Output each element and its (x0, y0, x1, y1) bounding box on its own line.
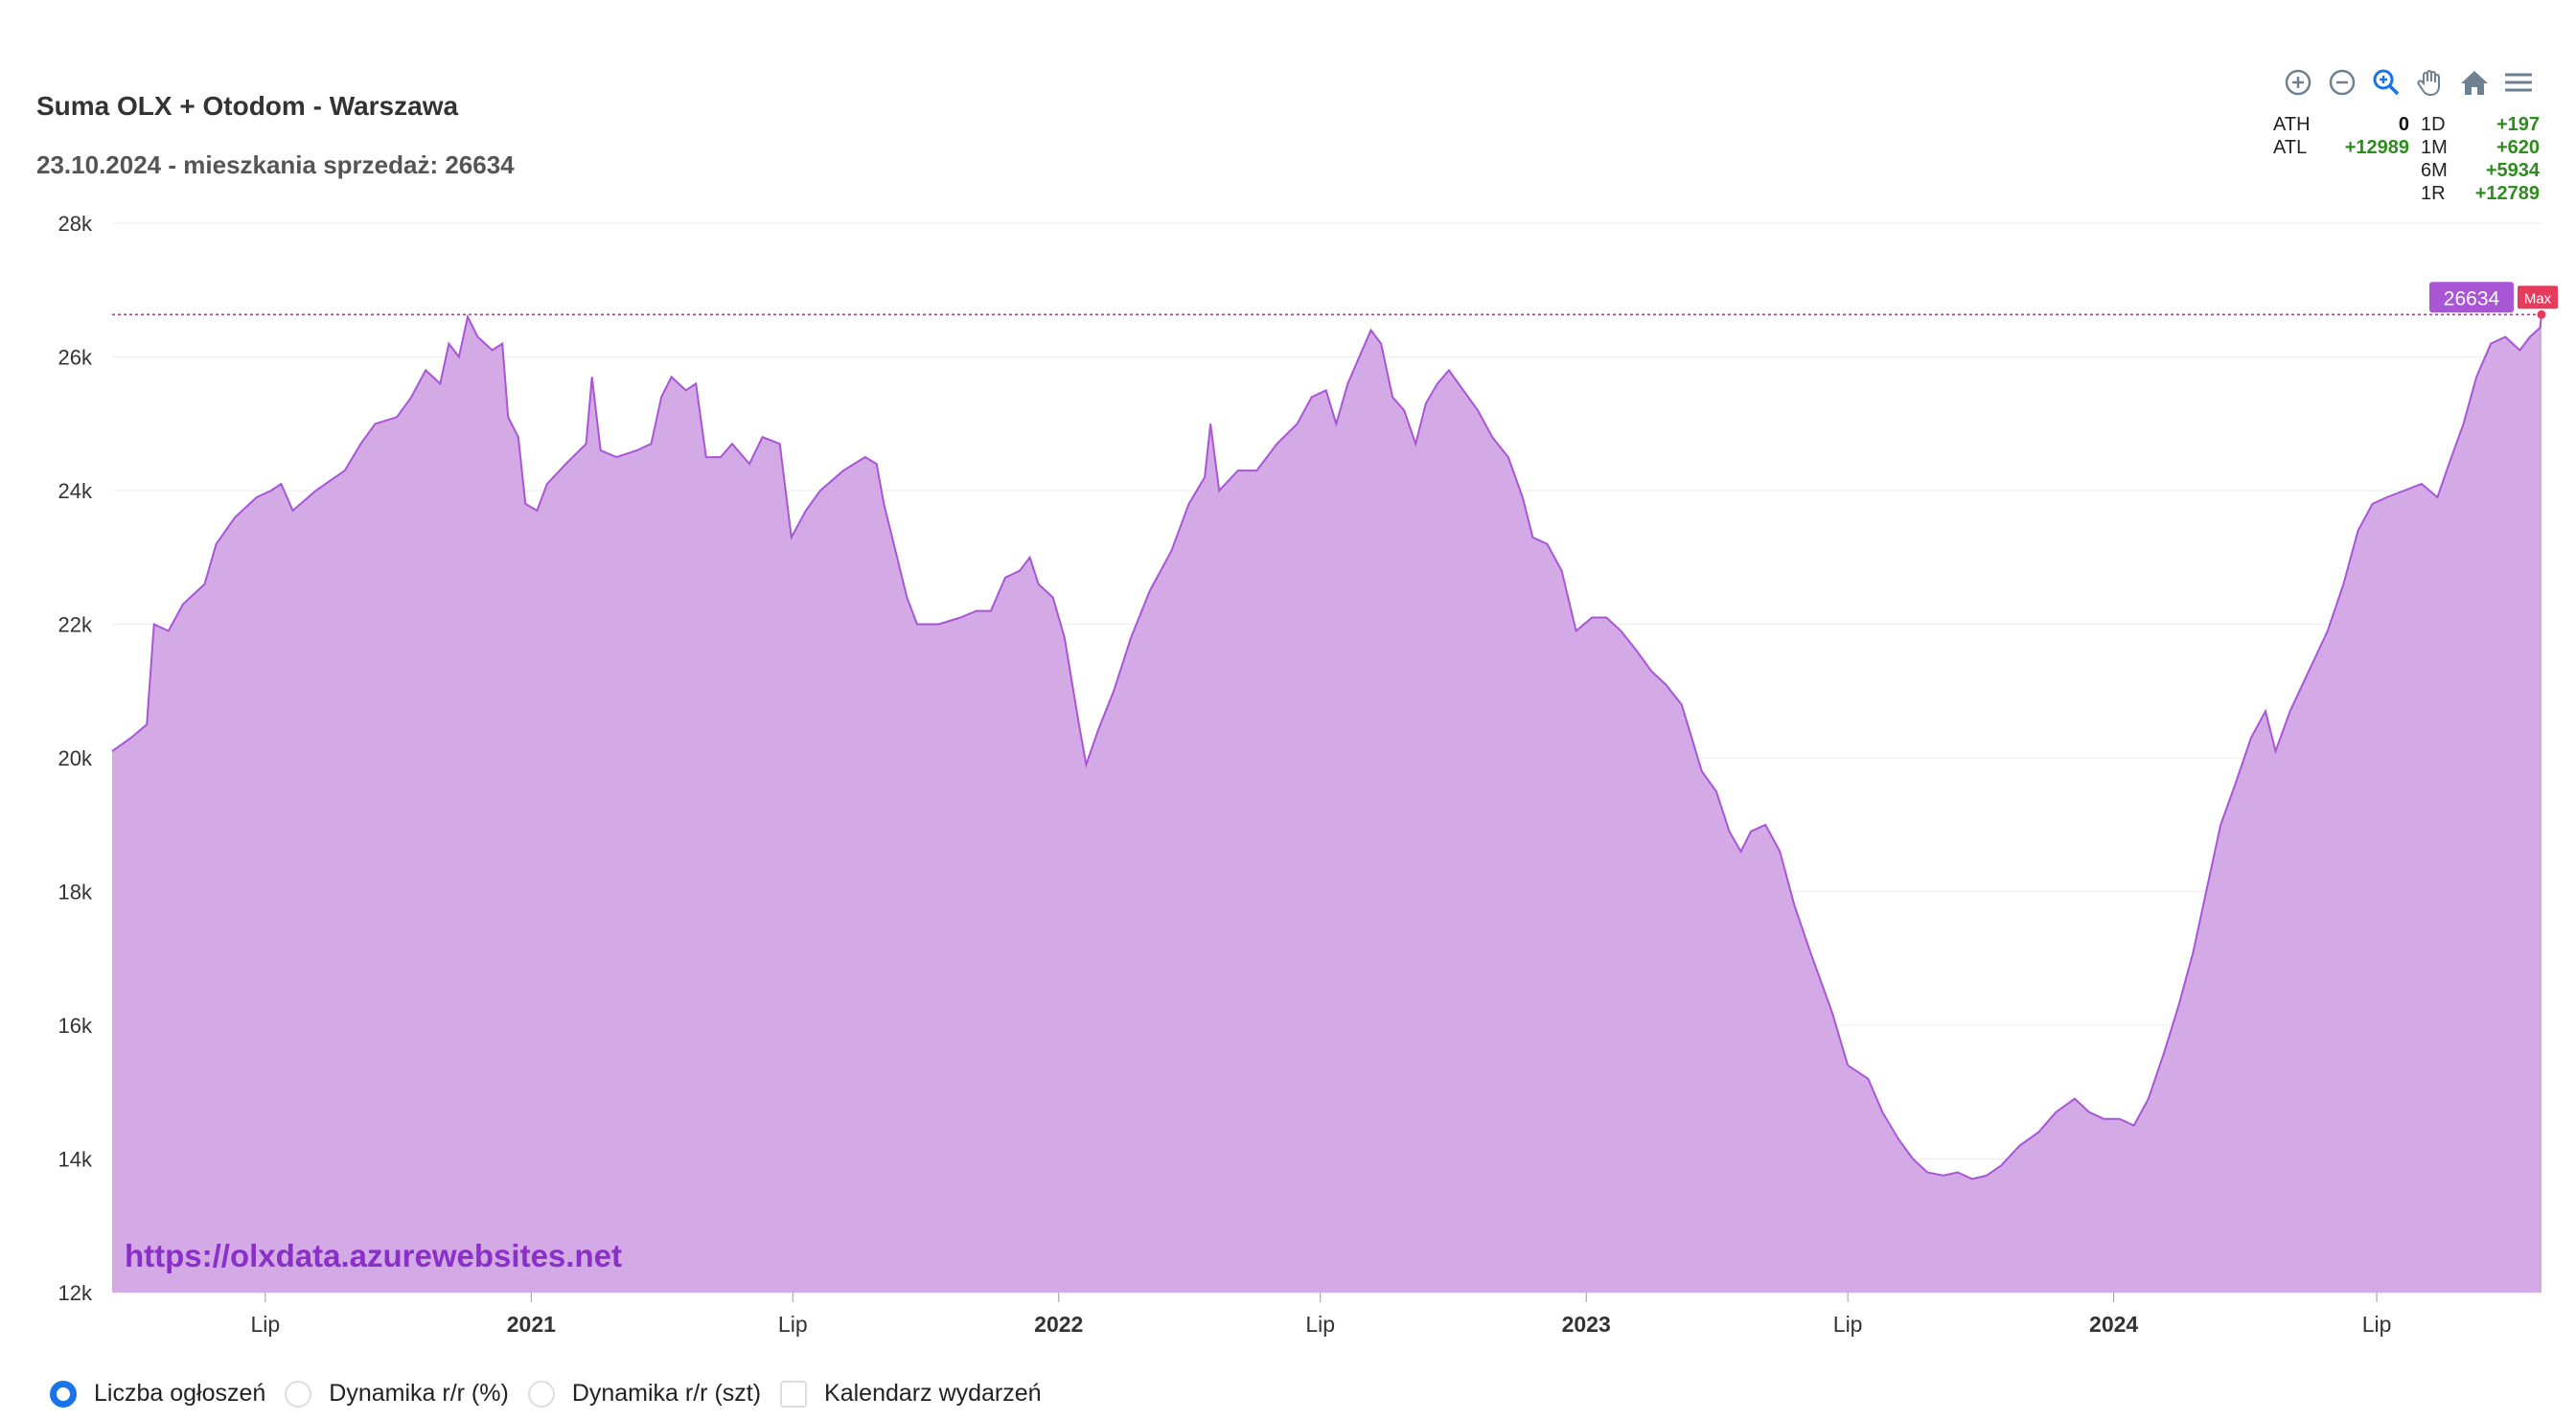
radio-label: Dynamika r/r (szt) (571, 1380, 762, 1407)
area-chart[interactable]: 12k 14k 16k 18k 20k 22k 24k 26k 28k Lip 2021 Lip 202… (0, 0, 2576, 1370)
x-tick-label: Lip (250, 1312, 280, 1337)
stats-panel: ATH 0 1D +197 ATL +12989 1M +620 6M +593… (2273, 113, 2540, 205)
y-tick-label: 28k (58, 212, 93, 236)
radio-button[interactable] (527, 1380, 555, 1408)
radio-liczba-ogloszen[interactable]: Liczba ogłoszeń (50, 1380, 265, 1408)
1d-value: +197 (2496, 114, 2540, 135)
radio-button-selected[interactable] (50, 1380, 77, 1408)
x-tick-label: Lip (2362, 1312, 2392, 1337)
chart-mode-controls: Liczba ogłoszeń Dynamika r/r (%) Dynamik… (50, 1380, 1061, 1408)
x-tick-label: 2023 (1562, 1312, 1611, 1337)
menu-icon[interactable] (2501, 65, 2536, 100)
6m-label: 6M (2421, 160, 2448, 181)
y-tick-label: 18k (58, 881, 93, 905)
max-value-label-bg (2429, 282, 2514, 313)
atl-value: +12989 (2344, 137, 2409, 158)
checkbox-label: Kalendarz wydarzeń (824, 1380, 1042, 1407)
last-point-marker (2537, 309, 2546, 319)
1r-value: +12789 (2474, 183, 2540, 204)
ath-label: ATH (2273, 114, 2311, 135)
6m-value: +5934 (2485, 160, 2540, 181)
chart-toolbar (2281, 65, 2536, 100)
y-tick-label: 14k (58, 1148, 93, 1172)
1m-label: 1M (2421, 137, 2448, 158)
zoom-select-icon[interactable] (2369, 65, 2404, 100)
y-tick-label: 26k (58, 346, 93, 370)
series-line (111, 313, 2542, 1180)
atl-label: ATL (2273, 137, 2308, 158)
zoom-in-icon[interactable] (2281, 65, 2315, 100)
y-tick-label: 24k (58, 479, 93, 503)
series-area (112, 314, 2542, 1293)
radio-dynamika-procent[interactable]: Dynamika r/r (%) (285, 1380, 509, 1408)
x-tick-label: Lip (778, 1312, 808, 1337)
radio-dynamika-szt[interactable]: Dynamika r/r (szt) (527, 1380, 762, 1408)
x-tick-label: Lip (1833, 1312, 1863, 1337)
watermark-url: https://olxdata.azurewebsites.net (125, 1238, 622, 1273)
radio-label: Dynamika r/r (%) (329, 1380, 509, 1407)
1d-label: 1D (2421, 114, 2446, 135)
chart-title: Suma OLX + Otodom - Warszawa (36, 91, 459, 121)
max-value-label: 26634 (2444, 287, 2500, 309)
y-tick-label: 16k (58, 1014, 93, 1038)
ath-value: 0 (2398, 114, 2409, 135)
x-tick-label: Lip (1305, 1312, 1335, 1337)
pan-hand-icon[interactable] (2413, 65, 2448, 100)
checkbox-kalendarz[interactable]: Kalendarz wydarzeń (780, 1380, 1042, 1408)
home-reset-icon[interactable] (2457, 65, 2492, 100)
x-tick-label: 2021 (507, 1312, 556, 1337)
max-badge: Max (2524, 290, 2552, 307)
radio-button[interactable] (285, 1380, 312, 1408)
checkbox[interactable] (780, 1380, 808, 1408)
x-tick-label: 2022 (1034, 1312, 1083, 1337)
y-tick-label: 20k (58, 746, 93, 770)
y-tick-label: 22k (58, 613, 93, 637)
x-tick-label: 2024 (2089, 1312, 2138, 1337)
y-tick-label: 12k (58, 1281, 93, 1305)
radio-label: Liczba ogłoszeń (94, 1380, 266, 1407)
chart-subtitle: 23.10.2024 - mieszkania sprzedaż: 26634 (36, 150, 515, 179)
max-badge-bg (2518, 286, 2558, 309)
1m-value: +620 (2496, 137, 2540, 158)
1r-label: 1R (2421, 183, 2446, 204)
zoom-out-icon[interactable] (2325, 65, 2359, 100)
